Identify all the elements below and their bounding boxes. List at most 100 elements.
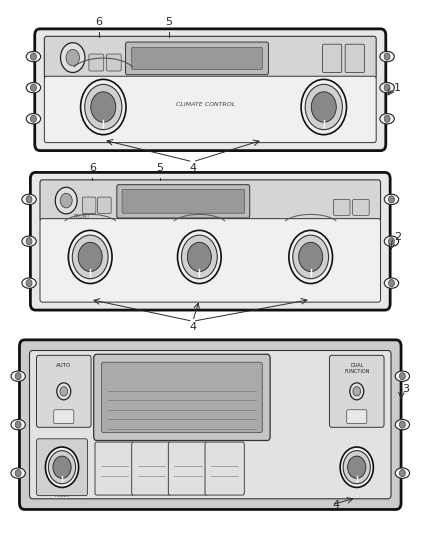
Circle shape (15, 470, 21, 477)
Circle shape (66, 50, 79, 66)
Ellipse shape (26, 114, 41, 124)
Ellipse shape (11, 419, 25, 430)
Text: 6: 6 (95, 17, 102, 27)
FancyBboxPatch shape (30, 172, 390, 310)
Text: FRONT: FRONT (73, 214, 90, 219)
FancyBboxPatch shape (168, 442, 208, 495)
Circle shape (26, 196, 32, 203)
Circle shape (389, 196, 394, 203)
FancyBboxPatch shape (95, 442, 134, 495)
Circle shape (72, 235, 108, 279)
FancyBboxPatch shape (102, 362, 262, 432)
Ellipse shape (22, 194, 36, 205)
Circle shape (350, 383, 364, 400)
Circle shape (68, 230, 112, 284)
Text: 4: 4 (189, 322, 196, 332)
Circle shape (81, 79, 126, 135)
Circle shape (299, 243, 323, 271)
Ellipse shape (395, 419, 410, 430)
FancyBboxPatch shape (205, 442, 244, 495)
Circle shape (15, 373, 21, 379)
Ellipse shape (22, 278, 36, 288)
Ellipse shape (380, 114, 394, 124)
Text: 4: 4 (332, 499, 339, 510)
Circle shape (353, 386, 360, 396)
FancyBboxPatch shape (333, 199, 350, 215)
Ellipse shape (26, 51, 41, 62)
FancyBboxPatch shape (89, 54, 104, 71)
Circle shape (26, 279, 32, 287)
Ellipse shape (380, 83, 394, 93)
FancyBboxPatch shape (353, 199, 369, 215)
Circle shape (46, 447, 78, 487)
Circle shape (384, 115, 390, 123)
FancyBboxPatch shape (40, 180, 381, 221)
Circle shape (187, 243, 212, 271)
Text: CLIMATE CONTROL: CLIMATE CONTROL (176, 102, 236, 107)
FancyBboxPatch shape (122, 189, 244, 213)
FancyBboxPatch shape (347, 410, 367, 424)
Circle shape (60, 43, 85, 72)
Circle shape (305, 84, 343, 130)
Circle shape (343, 450, 371, 484)
Text: 4: 4 (189, 163, 196, 173)
FancyBboxPatch shape (322, 44, 342, 72)
Ellipse shape (11, 468, 25, 478)
Text: 3: 3 (403, 384, 410, 394)
FancyBboxPatch shape (44, 36, 376, 79)
Circle shape (293, 235, 328, 279)
Circle shape (57, 383, 71, 400)
Text: REAR: REAR (177, 214, 191, 219)
FancyBboxPatch shape (345, 44, 364, 72)
Ellipse shape (395, 371, 410, 381)
FancyBboxPatch shape (106, 54, 121, 71)
Circle shape (384, 53, 390, 60)
FancyBboxPatch shape (94, 354, 270, 440)
Circle shape (55, 187, 77, 214)
Text: 5: 5 (165, 17, 172, 27)
FancyBboxPatch shape (117, 184, 250, 218)
FancyBboxPatch shape (36, 356, 91, 427)
Ellipse shape (380, 51, 394, 62)
FancyBboxPatch shape (29, 351, 391, 499)
Circle shape (31, 53, 36, 60)
FancyBboxPatch shape (36, 439, 88, 496)
FancyBboxPatch shape (54, 410, 74, 424)
Ellipse shape (384, 194, 399, 205)
Circle shape (177, 230, 221, 284)
Circle shape (348, 456, 366, 478)
Text: 2: 2 (394, 232, 401, 243)
FancyBboxPatch shape (132, 47, 262, 69)
FancyBboxPatch shape (132, 442, 171, 495)
Ellipse shape (384, 278, 399, 288)
Circle shape (49, 450, 76, 484)
Ellipse shape (11, 371, 25, 381)
FancyBboxPatch shape (126, 42, 268, 75)
Circle shape (301, 79, 346, 135)
Circle shape (85, 84, 122, 130)
Ellipse shape (395, 468, 410, 478)
Ellipse shape (22, 236, 36, 246)
Text: POWER: POWER (54, 494, 70, 498)
Circle shape (31, 115, 36, 123)
Ellipse shape (26, 83, 41, 93)
Circle shape (389, 279, 394, 287)
FancyBboxPatch shape (329, 356, 384, 427)
Circle shape (181, 235, 217, 279)
Circle shape (15, 421, 21, 428)
Circle shape (399, 470, 405, 477)
FancyBboxPatch shape (19, 340, 401, 510)
Ellipse shape (384, 236, 399, 246)
FancyBboxPatch shape (82, 197, 96, 214)
Circle shape (340, 447, 373, 487)
Circle shape (389, 238, 394, 245)
Circle shape (60, 386, 67, 396)
Text: DUAL
FUNCTION: DUAL FUNCTION (344, 364, 369, 374)
Circle shape (289, 230, 332, 284)
Circle shape (399, 421, 405, 428)
Circle shape (384, 84, 390, 91)
Text: AUTO: AUTO (56, 364, 71, 368)
Circle shape (311, 92, 336, 122)
Circle shape (31, 84, 36, 91)
FancyBboxPatch shape (35, 29, 386, 151)
